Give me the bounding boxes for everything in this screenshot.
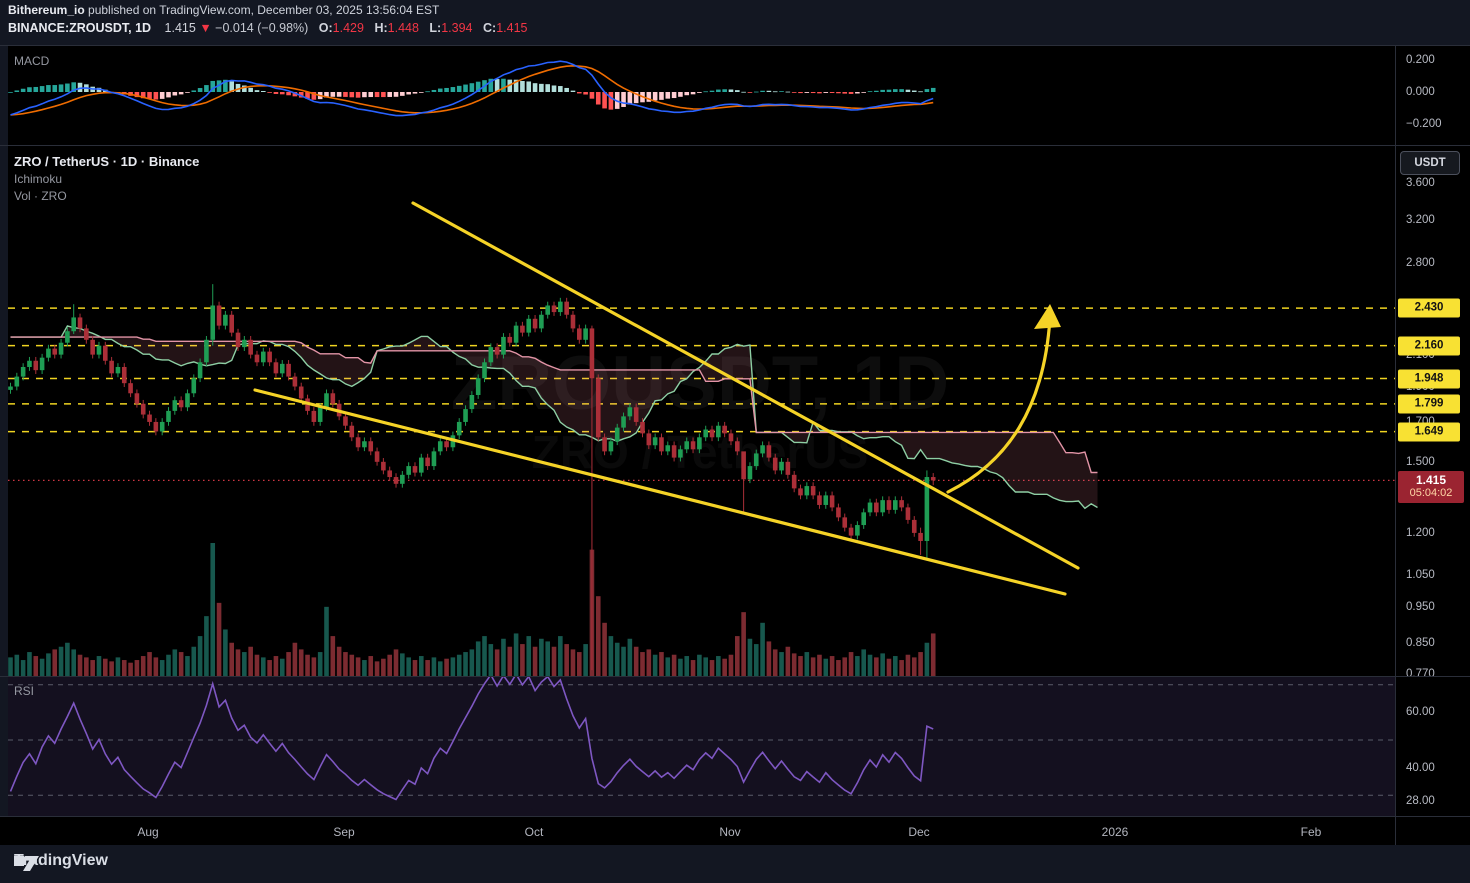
watermark-symbol: ZROUSDT, 1D	[450, 341, 950, 426]
projection-arrow-head	[1034, 304, 1061, 329]
price-level-badge: 2.430	[1398, 298, 1460, 318]
time-axis-strip[interactable]	[0, 816, 1470, 845]
currency-toggle-button[interactable]: USDT	[1400, 151, 1460, 175]
time-axis-label: Sep	[333, 825, 355, 839]
macd-axis-label: 0.200	[1406, 54, 1435, 66]
senkou-span-b	[10, 336, 1098, 474]
rsi-pane-bg	[8, 677, 1395, 816]
symbol-ohlc-bar[interactable]: BINANCE:ZROUSDT, 1D 1.415 ▼ −0.014 (−0.9…	[8, 21, 527, 35]
symbol-legend[interactable]: ZRO / TetherUS · 1D · Binance	[14, 154, 200, 169]
close-value: 1.415	[496, 21, 528, 35]
time-axis-label: Nov	[719, 825, 741, 839]
time-axis-label: Feb	[1300, 825, 1322, 839]
volume-legend[interactable]: Vol · ZRO	[14, 189, 67, 203]
low-value: 1.394	[441, 21, 473, 35]
price-axis-label: 1.050	[1406, 569, 1435, 582]
high-value: 1.448	[387, 21, 419, 35]
macd-pane[interactable]	[8, 60, 936, 117]
time-axis-label: Oct	[524, 825, 544, 839]
macd-axis-label: −0.200	[1406, 118, 1442, 130]
price-axis-label: 3.600	[1406, 176, 1435, 189]
publisher-name: Bithereum_io	[8, 3, 85, 17]
price-level-badge: 2.160	[1398, 336, 1460, 356]
high-label: H:	[374, 21, 388, 35]
price-level-badge: 1.948	[1398, 369, 1460, 389]
publish-info: published on TradingView.com, December 0…	[84, 3, 440, 17]
rsi-pane[interactable]	[8, 674, 1395, 801]
pane-divider	[0, 816, 1470, 817]
open-label: O:	[318, 21, 333, 35]
time-axis-label: Dec	[908, 825, 930, 839]
publisher-line: Bithereum_io published on TradingView.co…	[8, 3, 439, 17]
watermark-name: ZRO / TetherUS	[532, 425, 869, 479]
macd-legend[interactable]: MACD	[14, 54, 50, 68]
rsi-axis-label: 40.00	[1406, 761, 1435, 774]
current-price-badge: 1.415 05:04:02	[1398, 471, 1464, 503]
senkou-span-a	[10, 325, 1098, 510]
footer	[0, 845, 1470, 883]
candles	[8, 284, 936, 671]
time-axis-label: Aug	[137, 825, 159, 839]
pane-divider[interactable]	[0, 676, 1470, 677]
current-price-value: 1.415	[1415, 473, 1447, 487]
open-value: 1.429	[332, 21, 364, 35]
price-change: −0.014 (−0.98%)	[215, 21, 309, 35]
volume-bars	[8, 543, 936, 676]
price-level-badge: 1.799	[1398, 394, 1460, 414]
time-axis-label: 2026	[1101, 825, 1129, 839]
rsi-line	[9, 677, 934, 801]
low-label: L:	[429, 21, 442, 35]
price-axis-label: 1.500	[1406, 455, 1435, 468]
symbol-name[interactable]: BINANCE:ZROUSDT, 1D	[8, 21, 152, 35]
macd-line	[10, 60, 934, 117]
tradingview-logo[interactable]: TradingView	[14, 852, 108, 871]
price-axis-label: 3.200	[1406, 214, 1435, 227]
rsi-legend[interactable]: RSI	[14, 684, 35, 698]
price-level-badge: 1.649	[1398, 422, 1460, 442]
price-axis-label: 0.770	[1406, 668, 1435, 681]
bar-countdown: 05:04:02	[1409, 487, 1453, 499]
drawings[interactable]	[253, 201, 1080, 596]
macd-axis-label: 0.000	[1406, 86, 1435, 98]
tradingview-logo-icon	[14, 856, 39, 871]
trendline	[253, 388, 1067, 596]
price-axis-label: 0.850	[1406, 636, 1435, 649]
main-pane[interactable]	[8, 307, 1395, 510]
price-axis-label: 2.800	[1406, 256, 1435, 269]
pane-divider	[0, 45, 1470, 46]
projection-arrow	[946, 316, 1052, 494]
axis-divider	[1395, 45, 1396, 845]
pane-divider[interactable]	[0, 145, 1470, 146]
last-price: 1.415	[164, 21, 196, 35]
trendline	[411, 201, 1080, 570]
close-label: C:	[482, 21, 497, 35]
ichimoku-legend[interactable]: Ichimoku	[14, 172, 63, 186]
price-axis-label: 0.950	[1406, 601, 1435, 614]
rsi-axis-label: 60.00	[1406, 706, 1435, 719]
rsi-axis-label: 28.00	[1406, 794, 1435, 807]
direction-down-icon: ▼	[199, 21, 212, 35]
price-axis-label: 1.200	[1406, 526, 1435, 539]
